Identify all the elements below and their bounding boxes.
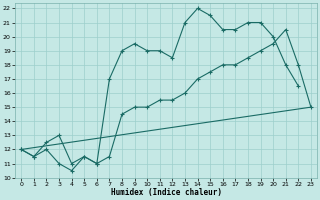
X-axis label: Humidex (Indice chaleur): Humidex (Indice chaleur) xyxy=(111,188,221,197)
